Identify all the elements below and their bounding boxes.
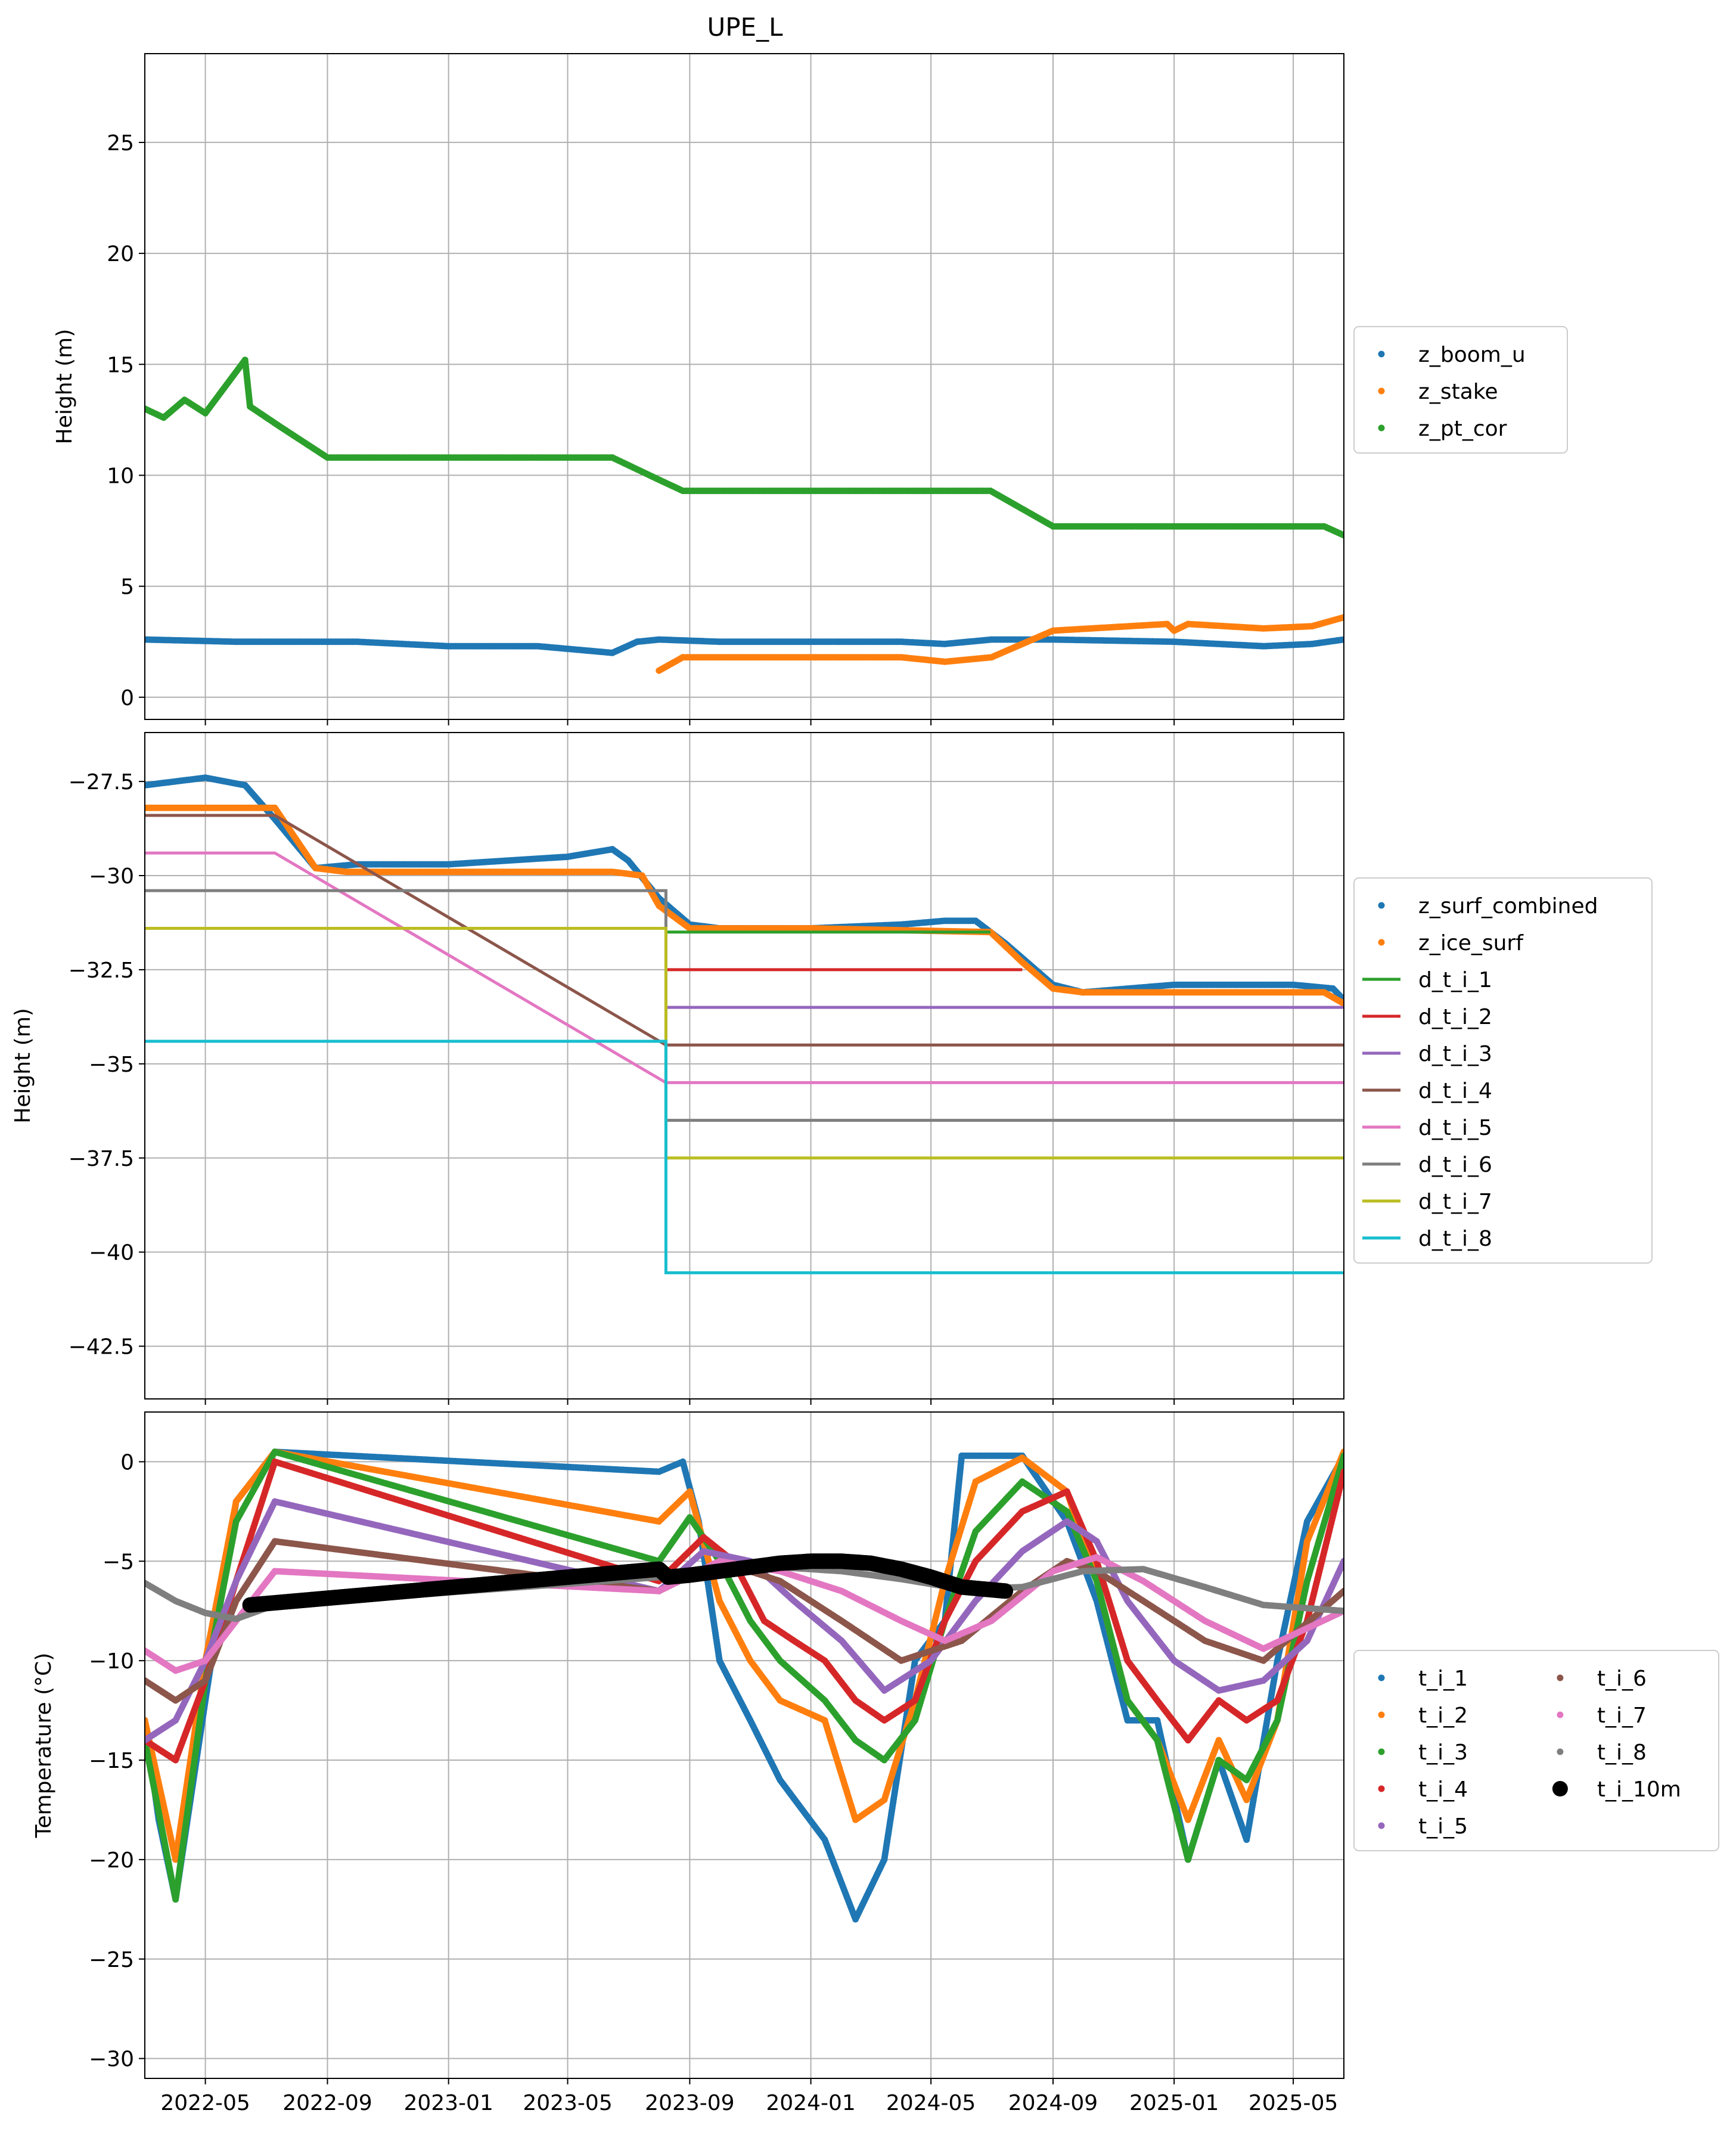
y-axis-label: Height (m): [52, 329, 77, 445]
y-tick-label: −10: [89, 1649, 134, 1674]
legend-label-z_boom_u: z_boom_u: [1418, 343, 1526, 367]
legend-label-d_t_i_1: d_t_i_1: [1418, 968, 1492, 992]
x-tick-label: 2024-01: [766, 2091, 855, 2115]
y-tick-label: 0: [120, 686, 134, 710]
x-tick-label: 2025-05: [1249, 2091, 1338, 2115]
legend-label-d_t_i_5: d_t_i_5: [1418, 1116, 1492, 1140]
x-tick-label: 2024-05: [886, 2091, 976, 2115]
y-tick-label: 15: [107, 353, 134, 377]
data-layer: [145, 356, 1344, 674]
series-z_boom_u: [145, 636, 1344, 656]
x-tick-label: 2022-05: [160, 2091, 250, 2115]
series-z_ice_surf: [145, 804, 1344, 1007]
x-tick-label: 2025-01: [1129, 2091, 1219, 2115]
x-tick-label: 2023-05: [523, 2091, 612, 2115]
legend-swatch-z_ice_surf: [1378, 939, 1385, 946]
series-t_i_1: [145, 1448, 1344, 1923]
plot-frame: [144, 53, 1344, 720]
legend-swatch-z_boom_u: [1378, 350, 1385, 358]
y-tick-label: 10: [107, 464, 134, 488]
legend-label-z_surf_combined: z_surf_combined: [1418, 894, 1598, 918]
series-z_stake: [656, 614, 1344, 674]
panel-1: 0 5 10 15 20 25 Height (m) z_boom_u z_stake z_pt_…: [52, 53, 1568, 725]
data-point: [1340, 614, 1344, 621]
y-tick-label: −5: [103, 1550, 134, 1574]
legend-swatch-z_surf_combined: [1378, 902, 1385, 909]
legend-label-d_t_i_3: d_t_i_3: [1418, 1042, 1492, 1066]
series-line-d_t_i_7: [145, 926, 1344, 1160]
data-layer: [145, 774, 1344, 1274]
legend-label-z_stake: z_stake: [1418, 380, 1498, 404]
y-tick-label: −27.5: [69, 770, 134, 795]
series-d_t_i_8: [145, 1039, 1344, 1274]
legend-box: [1353, 326, 1568, 454]
y-tick-label: −25: [89, 1948, 134, 1972]
legend-label-d_t_i_6: d_t_i_6: [1418, 1153, 1492, 1177]
y-tick-label: −32.5: [69, 958, 134, 983]
data-point: [1340, 1000, 1344, 1007]
series-line-d_t_i_5: [145, 851, 1344, 1084]
y-tick-label: 0: [120, 1450, 134, 1475]
y-tick-label: −15: [89, 1749, 134, 1773]
y-tick-label: 25: [107, 131, 134, 156]
data-layer: [145, 1448, 1344, 1923]
legend-label-d_t_i_8: d_t_i_8: [1418, 1227, 1492, 1251]
legend: z_surf_combined z_ice_surf d_t_i_1 d_t_i_2d…: [1353, 877, 1653, 1264]
data-point: [1340, 636, 1344, 643]
y-tick-label: −40: [89, 1241, 134, 1265]
y-tick-label: −37.5: [69, 1147, 134, 1171]
legend-label-z_pt_cor: z_pt_cor: [1418, 417, 1507, 441]
legend-label-d_t_i_2: d_t_i_2: [1418, 1005, 1492, 1029]
y-tick-label: −35: [89, 1053, 134, 1077]
legend-swatch-z_stake: [1378, 387, 1385, 395]
chart-title: UPE_L: [707, 13, 783, 42]
legend-box: [1353, 877, 1653, 1264]
series-d_t_i_4: [145, 814, 1344, 1047]
legend-label-z_ice_surf: z_ice_surf: [1418, 931, 1524, 955]
data-point: [1340, 532, 1344, 539]
plot-frame: [144, 732, 1344, 1400]
panel-3: 0 −5 −10 −15 −20 −25 −30 2022-05 2022-09 2023-01 2…: [32, 1411, 1719, 2115]
x-tick-label: 2022-09: [282, 2091, 372, 2115]
legend-label-d_t_i_7: d_t_i_7: [1418, 1190, 1492, 1214]
y-tick-label: −20: [89, 1848, 134, 1873]
y-tick-label: 5: [120, 575, 134, 600]
legend: z_boom_u z_stake z_pt_cor: [1353, 326, 1568, 454]
x-tick-label: 2024-09: [1008, 2091, 1098, 2115]
y-axis-label: Height (m): [11, 1008, 35, 1124]
series-z_pt_cor: [145, 356, 1344, 539]
series-d_t_i_5: [145, 851, 1344, 1084]
y-tick-label: −42.5: [69, 1335, 134, 1360]
legend-label-d_t_i_4: d_t_i_4: [1418, 1079, 1492, 1103]
y-tick-label: 20: [107, 242, 134, 266]
series-line-d_t_i_8: [145, 1039, 1344, 1274]
y-tick-label: −30: [89, 2047, 134, 2072]
y-tick-label: −30: [89, 864, 134, 889]
panel-2: −27.5 −30 −32.5 −35 −37.5 −40 −42.5 Height (m) z…: [11, 732, 1653, 1405]
series-d_t_i_7: [145, 926, 1344, 1160]
legend-swatch-z_pt_cor: [1378, 424, 1385, 432]
x-tick-label: 2023-09: [645, 2091, 734, 2115]
series-line-d_t_i_4: [145, 814, 1344, 1047]
x-tick-label: 2023-01: [403, 2091, 493, 2115]
